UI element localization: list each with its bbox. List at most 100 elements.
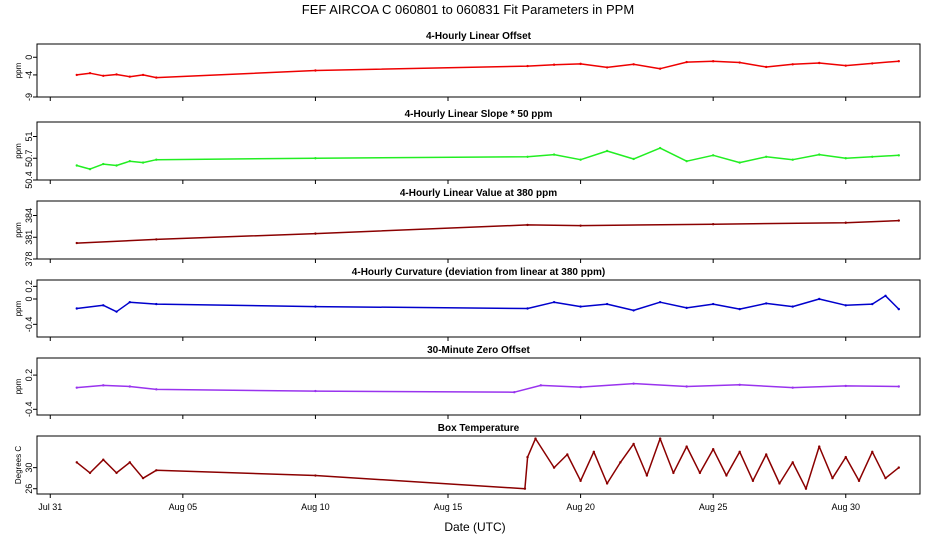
data-point <box>685 306 688 310</box>
x-tick-label: Aug 25 <box>699 502 728 512</box>
data-point <box>526 455 529 459</box>
data-point <box>738 61 741 64</box>
panel-6: Box Temperature Degrees C26 30 <box>14 423 921 498</box>
data-point <box>844 64 847 67</box>
data-point <box>765 155 768 158</box>
data-point <box>857 479 861 483</box>
data-point <box>141 476 145 480</box>
data-point <box>75 164 78 167</box>
data-point <box>871 450 874 454</box>
data-point <box>539 384 543 387</box>
x-tick-label: Jul 31 <box>38 502 62 512</box>
data-point <box>844 455 847 459</box>
data-point <box>738 450 741 454</box>
data-point <box>314 232 317 235</box>
data-point <box>632 382 635 385</box>
plot-frame <box>36 43 921 98</box>
series-line <box>76 147 899 170</box>
data-point <box>552 153 556 156</box>
data-point <box>314 157 317 160</box>
data-point <box>818 153 821 156</box>
data-point <box>844 221 847 224</box>
panel-4: 4-Hourly Curvature (deviation from linea… <box>14 267 921 341</box>
data-point <box>738 161 741 164</box>
data-point <box>658 437 662 440</box>
panel-title: 4-Hourly Linear Offset <box>426 31 532 42</box>
data-point <box>552 466 556 469</box>
data-point <box>579 158 582 161</box>
data-point <box>75 386 78 389</box>
data-point <box>791 461 794 464</box>
data-point <box>804 487 808 490</box>
main-title: FEF AIRCOA C 060801 to 060831 Fit Parame… <box>302 2 634 17</box>
y-tick-label: -0.4 <box>24 402 34 418</box>
panel-2: 4-Hourly Linear Slope * 50 ppm ppm 50.4 50.… <box>14 109 921 189</box>
y-axis-label: Degrees C <box>14 446 23 484</box>
data-point <box>128 300 132 304</box>
series-line <box>76 219 899 244</box>
x-tick-label: Aug 20 <box>566 502 595 512</box>
y-tick-label: 384 <box>24 208 34 223</box>
panel-title: 4-Hourly Linear Slope * 50 ppm <box>405 109 553 120</box>
data-point <box>632 63 635 66</box>
data-point <box>579 305 582 308</box>
data-point <box>115 164 118 167</box>
data-point <box>88 71 92 75</box>
data-point <box>314 389 317 393</box>
data-point <box>844 304 847 307</box>
y-tick-label: -4 <box>24 71 34 79</box>
data-point <box>871 62 874 65</box>
data-point <box>791 158 794 161</box>
y-axis-label: ppm <box>14 378 23 394</box>
data-point <box>698 471 702 475</box>
data-point <box>314 305 317 308</box>
data-point <box>791 305 794 308</box>
series-line <box>76 437 900 490</box>
data-point <box>155 388 158 391</box>
data-point <box>75 241 78 245</box>
data-point <box>155 158 158 161</box>
panel-title: Box Temperature <box>438 423 520 434</box>
data-point <box>141 73 145 77</box>
data-point <box>579 479 582 483</box>
x-axis: Jul 31 Aug 05 Aug 10 Aug 15 Aug 20 Aug 25 Aug … <box>38 502 860 512</box>
data-point <box>155 76 158 79</box>
y-tick-label: 378 <box>24 251 34 266</box>
data-point <box>102 384 105 387</box>
y-tick-label: 0.2 <box>24 280 34 293</box>
x-tick-label: Aug 30 <box>831 502 860 512</box>
y-axis-label: ppm <box>14 62 23 78</box>
y-tick-label: 50.4 <box>24 171 34 189</box>
data-point <box>791 63 794 66</box>
panel-title: 4-Hourly Linear Value at 380 ppm <box>400 188 557 199</box>
data-point <box>523 487 527 490</box>
data-point <box>765 302 768 305</box>
data-point <box>552 63 556 66</box>
data-point <box>579 224 582 227</box>
data-point <box>897 154 900 157</box>
y-tick-label: 0 <box>24 55 34 60</box>
series-line <box>76 295 900 313</box>
data-point <box>102 458 105 461</box>
data-point <box>75 73 78 77</box>
data-point <box>685 60 688 64</box>
x-tick-label: Aug 10 <box>301 502 330 512</box>
data-point <box>102 304 105 307</box>
data-point <box>711 223 715 226</box>
data-point <box>897 385 900 388</box>
data-point <box>871 302 874 306</box>
plot-frame <box>36 435 921 495</box>
data-point <box>751 479 755 483</box>
data-point <box>128 385 132 388</box>
data-point <box>155 469 158 472</box>
data-point <box>619 461 622 464</box>
data-point <box>115 471 118 475</box>
data-point <box>765 65 768 69</box>
data-point <box>579 385 582 389</box>
data-point <box>765 453 768 456</box>
data-point <box>579 62 582 66</box>
data-point <box>711 154 715 157</box>
data-point <box>526 64 529 68</box>
data-point <box>102 74 105 78</box>
